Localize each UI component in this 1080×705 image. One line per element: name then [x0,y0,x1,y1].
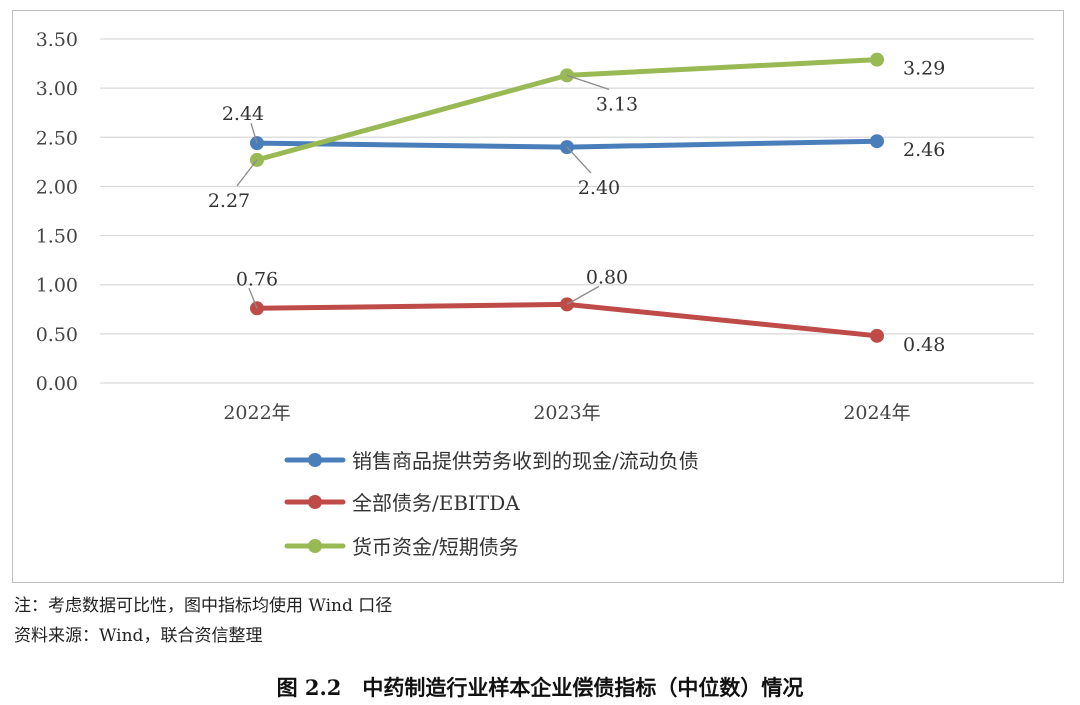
chart-note: 注：考虑数据可比性，图中指标均使用 Wind 口径 [14,596,393,616]
data-label: 0.80 [586,266,628,288]
series-layer: 2.44 2.40 2.46 0.76 0.80 0.48 2.27 3.13 3.29 [208,52,945,356]
data-label: 2.40 [578,177,620,199]
series-1: 0.76 0.80 0.48 [236,266,945,355]
legend-swatch-marker [308,453,322,467]
x-axis-ticks: 2022年 2023年 2024年 [223,402,910,424]
chart-frame [12,10,1064,583]
label-leader [566,74,610,90]
legend-swatch-marker [308,495,322,509]
figure-caption: 图 2.2 中药制造行业样本企业偿债指标（中位数）情况 [276,675,804,700]
data-label: 3.13 [596,93,638,115]
series-2: 2.27 3.13 3.29 [208,52,945,212]
data-label: 0.48 [903,334,945,356]
x-tick-label: 2024年 [843,402,910,424]
y-tick-label: 3.00 [36,78,78,100]
label-leader [566,285,600,305]
label-leader [248,288,258,309]
legend-item: 全部债务/EBITDA [284,491,520,515]
y-tick-label: 0.50 [36,324,78,346]
legend-label: 全部债务/EBITDA [352,491,520,515]
label-leader [566,146,592,174]
legend-swatch-marker [308,539,322,553]
x-tick-label: 2022年 [223,402,290,424]
legend-label: 销售商品提供劳务收到的现金/流动负债 [352,449,699,473]
label-leader [250,122,258,144]
label-leader [236,159,258,187]
y-tick-label: 0.00 [36,373,78,395]
data-label: 2.44 [222,103,264,125]
y-tick-label: 1.00 [36,275,78,297]
line-chart: 0.000.501.001.502.002.503.003.50 2022年 20… [36,29,1034,559]
y-tick-label: 3.50 [36,29,78,51]
data-label: 3.29 [903,58,945,80]
y-axis-ticks: 0.00 0.50 1.00 1.50 2.00 2.50 3.00 3.50 [36,29,78,395]
data-point [870,52,884,67]
y-tick-label: 1.50 [36,226,78,248]
data-label: 2.46 [903,139,945,161]
legend-label: 货币资金/短期债务 [352,535,519,559]
legend-item: 货币资金/短期债务 [284,535,519,559]
data-point [870,134,884,149]
data-label: 0.76 [236,268,278,290]
data-point [870,328,884,343]
y-tick-label: 2.00 [36,176,78,198]
x-tick-label: 2023年 [533,402,600,424]
y-tick-label: 2.50 [36,127,78,149]
legend-item: 销售商品提供劳务收到的现金/流动负债 [284,449,699,473]
source-note: 资料来源：Wind，联合资信整理 [14,626,263,646]
series-0: 2.44 2.40 2.46 [222,103,945,199]
data-label: 2.27 [208,190,250,212]
